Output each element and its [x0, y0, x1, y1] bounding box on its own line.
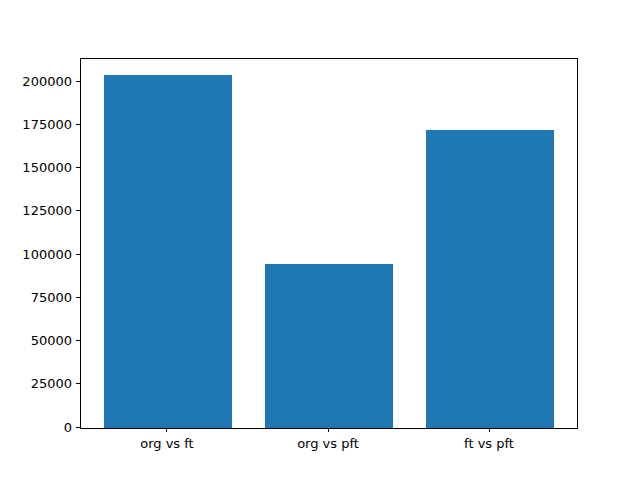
x-tick-mark: [166, 428, 167, 432]
plot-area: [80, 58, 578, 429]
y-tick-mark: [76, 81, 80, 82]
x-tick-label: org vs ft: [107, 436, 227, 451]
y-tick-label: 25000: [0, 376, 72, 391]
y-tick-label: 125000: [0, 203, 72, 218]
bar: [426, 130, 555, 428]
y-tick-mark: [76, 340, 80, 341]
bar: [265, 264, 394, 428]
y-tick-label: 175000: [0, 117, 72, 132]
bar: [104, 75, 233, 428]
y-tick-mark: [76, 210, 80, 211]
x-tick-label: org vs pft: [268, 436, 388, 451]
y-tick-mark: [76, 167, 80, 168]
x-tick-mark: [489, 428, 490, 432]
y-tick-label: 200000: [0, 74, 72, 89]
y-tick-label: 150000: [0, 160, 72, 175]
y-tick-label: 0: [0, 420, 72, 435]
x-tick-label: ft vs pft: [429, 436, 549, 451]
y-tick-mark: [76, 427, 80, 428]
bar-chart: 0 25000 50000 75000 100000 125000 150000 175000…: [0, 0, 640, 480]
y-tick-label: 100000: [0, 247, 72, 262]
y-tick-mark: [76, 254, 80, 255]
y-tick-mark: [76, 124, 80, 125]
y-tick-mark: [76, 297, 80, 298]
y-tick-mark: [76, 383, 80, 384]
x-tick-mark: [328, 428, 329, 432]
y-tick-label: 75000: [0, 290, 72, 305]
y-tick-label: 50000: [0, 333, 72, 348]
